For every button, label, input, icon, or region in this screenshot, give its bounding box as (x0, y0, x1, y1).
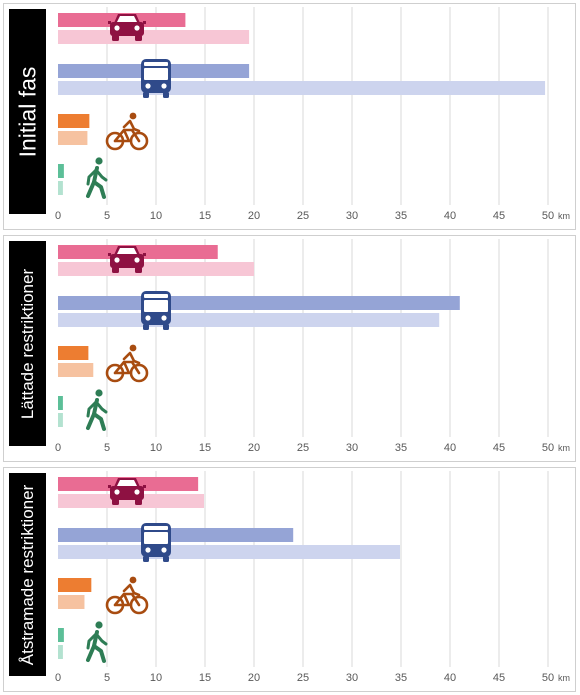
x-tick-label: 40 (444, 210, 456, 222)
walking-person-icon (86, 389, 108, 431)
chart-panel: 0 5 10 15 20 25 30 35 40 45 50 km Lättade restriktio… (3, 235, 576, 462)
x-tick-label: 35 (395, 442, 407, 454)
bar (58, 296, 460, 310)
bar (58, 363, 94, 377)
bar (58, 114, 90, 128)
x-tick-label: 50 (542, 210, 554, 222)
x-unit-label: km (558, 673, 570, 683)
x-tick-label: 20 (248, 442, 260, 454)
chart-title-box: Initial fas (9, 9, 46, 214)
x-tick-label: 10 (150, 210, 162, 222)
walking-person-icon (86, 621, 108, 663)
bus-icon (141, 523, 171, 562)
x-tick-label: 25 (297, 672, 309, 684)
x-tick-label: 40 (444, 672, 456, 684)
x-tick-label: 15 (199, 442, 211, 454)
bar (58, 645, 63, 659)
bar (58, 30, 250, 44)
bar (58, 628, 64, 642)
chart-title: Åtstramade restriktioner (17, 484, 37, 665)
x-tick-label: 20 (248, 210, 260, 222)
car-icon (108, 14, 146, 41)
x-tick-label: 30 (346, 210, 358, 222)
x-tick-label: 25 (297, 210, 309, 222)
chart-svg: 0 5 10 15 20 25 30 35 40 45 50 km (55, 471, 570, 684)
x-tick-label: 5 (104, 210, 110, 222)
x-tick-label: 45 (493, 672, 505, 684)
bicycle-icon (105, 576, 149, 615)
walking-person-icon (86, 157, 108, 199)
chart-panel: 0 5 10 15 20 25 30 35 40 45 50 km Initial fas (3, 3, 576, 230)
car-icon (108, 478, 146, 505)
x-tick-label: 0 (55, 442, 61, 454)
bus-icon (141, 291, 171, 330)
chart-panel: 0 5 10 15 20 25 30 35 40 45 50 km Åtstramade restrik… (3, 467, 576, 692)
x-tick-label: 45 (493, 442, 505, 454)
chart-svg: 0 5 10 15 20 25 30 35 40 45 50 km (55, 239, 570, 454)
x-tick-label: 50 (542, 442, 554, 454)
x-tick-label: 30 (346, 442, 358, 454)
x-tick-label: 30 (346, 672, 358, 684)
x-tick-label: 35 (395, 210, 407, 222)
bus-icon (141, 59, 171, 98)
bicycle-icon (105, 344, 149, 383)
bar (58, 545, 401, 559)
x-tick-label: 10 (150, 672, 162, 684)
x-tick-label: 15 (199, 672, 211, 684)
bar (58, 528, 294, 542)
x-unit-label: km (558, 443, 570, 453)
x-tick-label: 20 (248, 672, 260, 684)
x-tick-label: 0 (55, 672, 61, 684)
bar (58, 346, 89, 360)
x-tick-label: 10 (150, 442, 162, 454)
bar (58, 595, 85, 609)
bar (58, 396, 63, 410)
x-tick-label: 50 (542, 672, 554, 684)
bar (58, 164, 64, 178)
x-tick-label: 45 (493, 210, 505, 222)
x-unit-label: km (558, 211, 570, 221)
bicycle-icon (105, 112, 149, 151)
chart-title: Initial fas (14, 66, 40, 157)
chart-title: Lättade restriktioner (17, 268, 37, 419)
chart-title-box: Åtstramade restriktioner (9, 473, 46, 676)
chart-svg: 0 5 10 15 20 25 30 35 40 45 50 km (55, 7, 570, 222)
car-icon (108, 246, 146, 273)
x-tick-label: 5 (104, 672, 110, 684)
chart-title-box: Lättade restriktioner (9, 241, 46, 446)
bar (58, 494, 205, 508)
x-tick-label: 15 (199, 210, 211, 222)
x-tick-label: 25 (297, 442, 309, 454)
bar (58, 181, 63, 195)
bar (58, 578, 92, 592)
x-tick-label: 0 (55, 210, 61, 222)
x-tick-label: 40 (444, 442, 456, 454)
x-tick-label: 5 (104, 442, 110, 454)
bar (58, 413, 63, 427)
bar (58, 313, 440, 327)
bar (58, 262, 254, 276)
bar (58, 81, 546, 95)
x-tick-label: 35 (395, 672, 407, 684)
bar (58, 131, 88, 145)
